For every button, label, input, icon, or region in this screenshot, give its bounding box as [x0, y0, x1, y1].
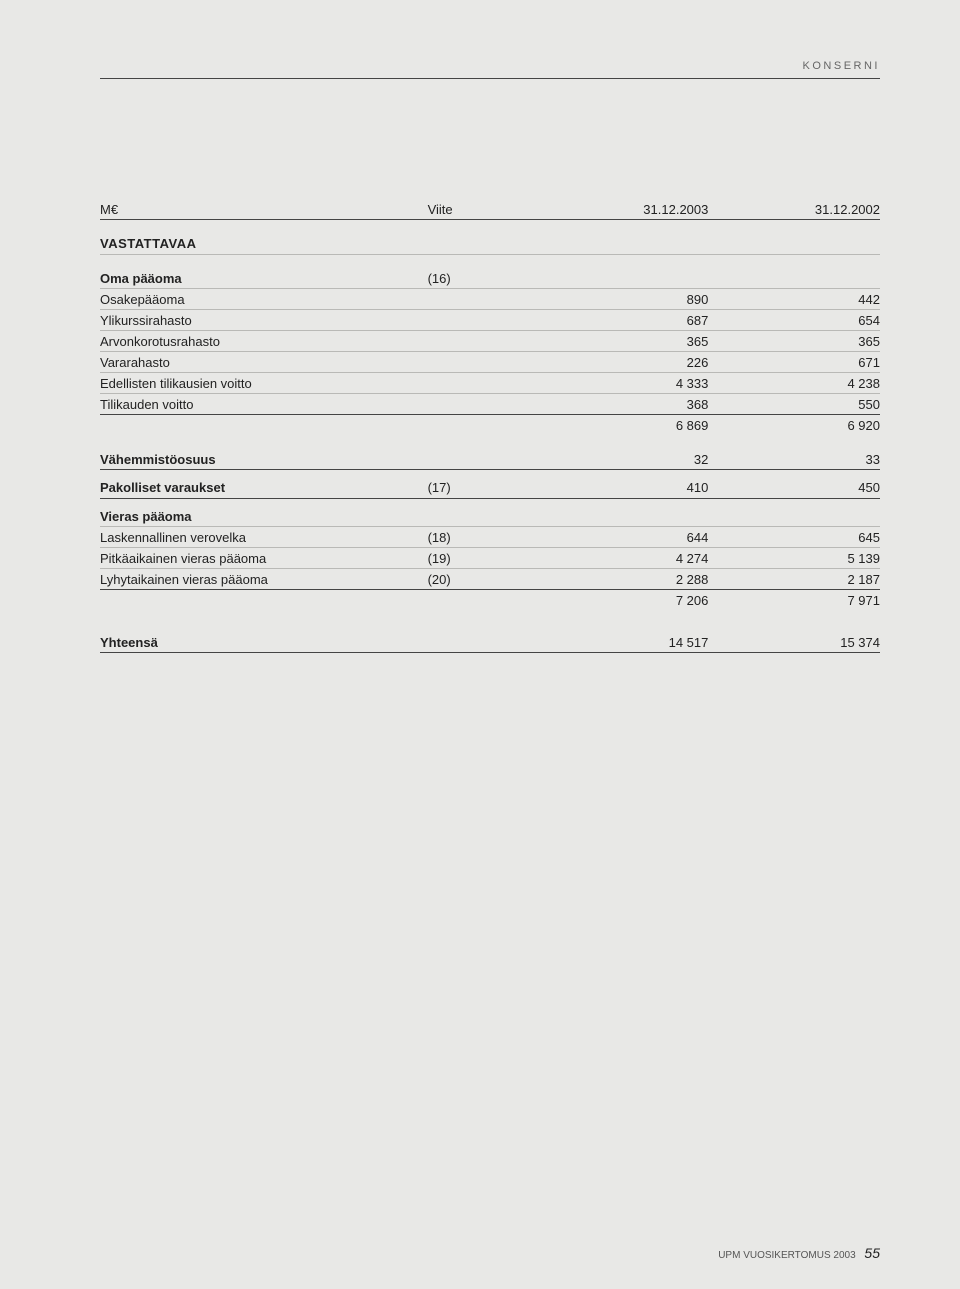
row-label: Ylikurssirahasto	[100, 310, 428, 331]
table-row: Vararahasto 226 671	[100, 352, 880, 373]
row-note	[428, 449, 537, 470]
row-v2: 645	[708, 527, 880, 548]
row-label: Arvonkorotusrahasto	[100, 331, 428, 352]
row-note: (17)	[428, 478, 537, 499]
liabilities-heading: Vieras pääoma	[100, 506, 428, 527]
row-v1: 226	[537, 352, 709, 373]
minority-row: Vähemmistöosuus 32 33	[100, 449, 880, 470]
subtotal-v2: 7 971	[708, 590, 880, 611]
row-v1: 890	[537, 289, 709, 310]
total-v2: 15 374	[708, 632, 880, 653]
table-row: Pitkäaikainen vieras pääoma (19) 4 274 5…	[100, 548, 880, 569]
row-label: Pakolliset varaukset	[100, 478, 428, 499]
page: KONSERNI M€ Viite 31.12.2003 31.12.2002 …	[0, 0, 960, 1289]
liabilities-subtotal-row: 7 206 7 971	[100, 590, 880, 611]
equity-heading: Oma pääoma	[100, 268, 428, 289]
table-row: Ylikurssirahasto 687 654	[100, 310, 880, 331]
row-v1: 410	[537, 478, 709, 499]
row-note	[428, 310, 537, 331]
row-v2: 654	[708, 310, 880, 331]
section-title: VASTATTAVAA	[100, 234, 428, 255]
row-v2: 671	[708, 352, 880, 373]
row-v2: 5 139	[708, 548, 880, 569]
table-row: Edellisten tilikausien voitto 4 333 4 23…	[100, 373, 880, 394]
row-label: Vähemmistöosuus	[100, 449, 428, 470]
row-v1: 368	[537, 394, 709, 415]
row-label: Lyhytaikainen vieras pääoma	[100, 569, 428, 590]
row-label: Pitkäaikainen vieras pääoma	[100, 548, 428, 569]
footer-text: UPM VUOSIKERTOMUS 2003	[718, 1250, 855, 1261]
liabilities-heading-row: Vieras pääoma	[100, 506, 880, 527]
row-v2: 4 238	[708, 373, 880, 394]
col-year1: 31.12.2003	[537, 199, 709, 220]
row-note	[428, 373, 537, 394]
page-number: 55	[864, 1245, 880, 1261]
total-row: Yhteensä 14 517 15 374	[100, 632, 880, 653]
row-note: (18)	[428, 527, 537, 548]
total-v1: 14 517	[537, 632, 709, 653]
row-v1: 32	[537, 449, 709, 470]
table-row: Osakepääoma 890 442	[100, 289, 880, 310]
row-v1: 687	[537, 310, 709, 331]
row-v2: 33	[708, 449, 880, 470]
row-label: Osakepääoma	[100, 289, 428, 310]
row-note	[428, 289, 537, 310]
equity-note: (16)	[428, 268, 537, 289]
table-row: Arvonkorotusrahasto 365 365	[100, 331, 880, 352]
row-v1: 365	[537, 331, 709, 352]
subtotal-v1: 6 869	[537, 415, 709, 436]
subtotal-v1: 7 206	[537, 590, 709, 611]
row-v1: 4 333	[537, 373, 709, 394]
row-note	[428, 331, 537, 352]
row-note	[428, 394, 537, 415]
page-footer: UPM VUOSIKERTOMUS 2003 55	[718, 1245, 880, 1261]
table-row: Tilikauden voitto 368 550	[100, 394, 880, 415]
balance-sheet-table: M€ Viite 31.12.2003 31.12.2002 VASTATTAV…	[100, 199, 880, 653]
equity-subtotal-row: 6 869 6 920	[100, 415, 880, 436]
col-note: Viite	[428, 199, 537, 220]
row-v1: 4 274	[537, 548, 709, 569]
row-v2: 442	[708, 289, 880, 310]
table-row: Lyhytaikainen vieras pääoma (20) 2 288 2…	[100, 569, 880, 590]
row-v1: 644	[537, 527, 709, 548]
total-label: Yhteensä	[100, 632, 428, 653]
row-note: (19)	[428, 548, 537, 569]
row-label: Edellisten tilikausien voitto	[100, 373, 428, 394]
row-label: Laskennallinen verovelka	[100, 527, 428, 548]
table-header-row: M€ Viite 31.12.2003 31.12.2002	[100, 199, 880, 220]
row-label: Tilikauden voitto	[100, 394, 428, 415]
table-row: Laskennallinen verovelka (18) 644 645	[100, 527, 880, 548]
provisions-row: Pakolliset varaukset (17) 410 450	[100, 478, 880, 499]
row-v2: 365	[708, 331, 880, 352]
row-note	[428, 352, 537, 373]
col-unit: M€	[100, 199, 428, 220]
section-title-row: VASTATTAVAA	[100, 234, 880, 255]
equity-heading-row: Oma pääoma (16)	[100, 268, 880, 289]
row-v2: 2 187	[708, 569, 880, 590]
subtotal-v2: 6 920	[708, 415, 880, 436]
row-v1: 2 288	[537, 569, 709, 590]
row-v2: 550	[708, 394, 880, 415]
row-note: (20)	[428, 569, 537, 590]
row-label: Vararahasto	[100, 352, 428, 373]
row-v2: 450	[708, 478, 880, 499]
col-year2: 31.12.2002	[708, 199, 880, 220]
section-header: KONSERNI	[100, 60, 880, 79]
